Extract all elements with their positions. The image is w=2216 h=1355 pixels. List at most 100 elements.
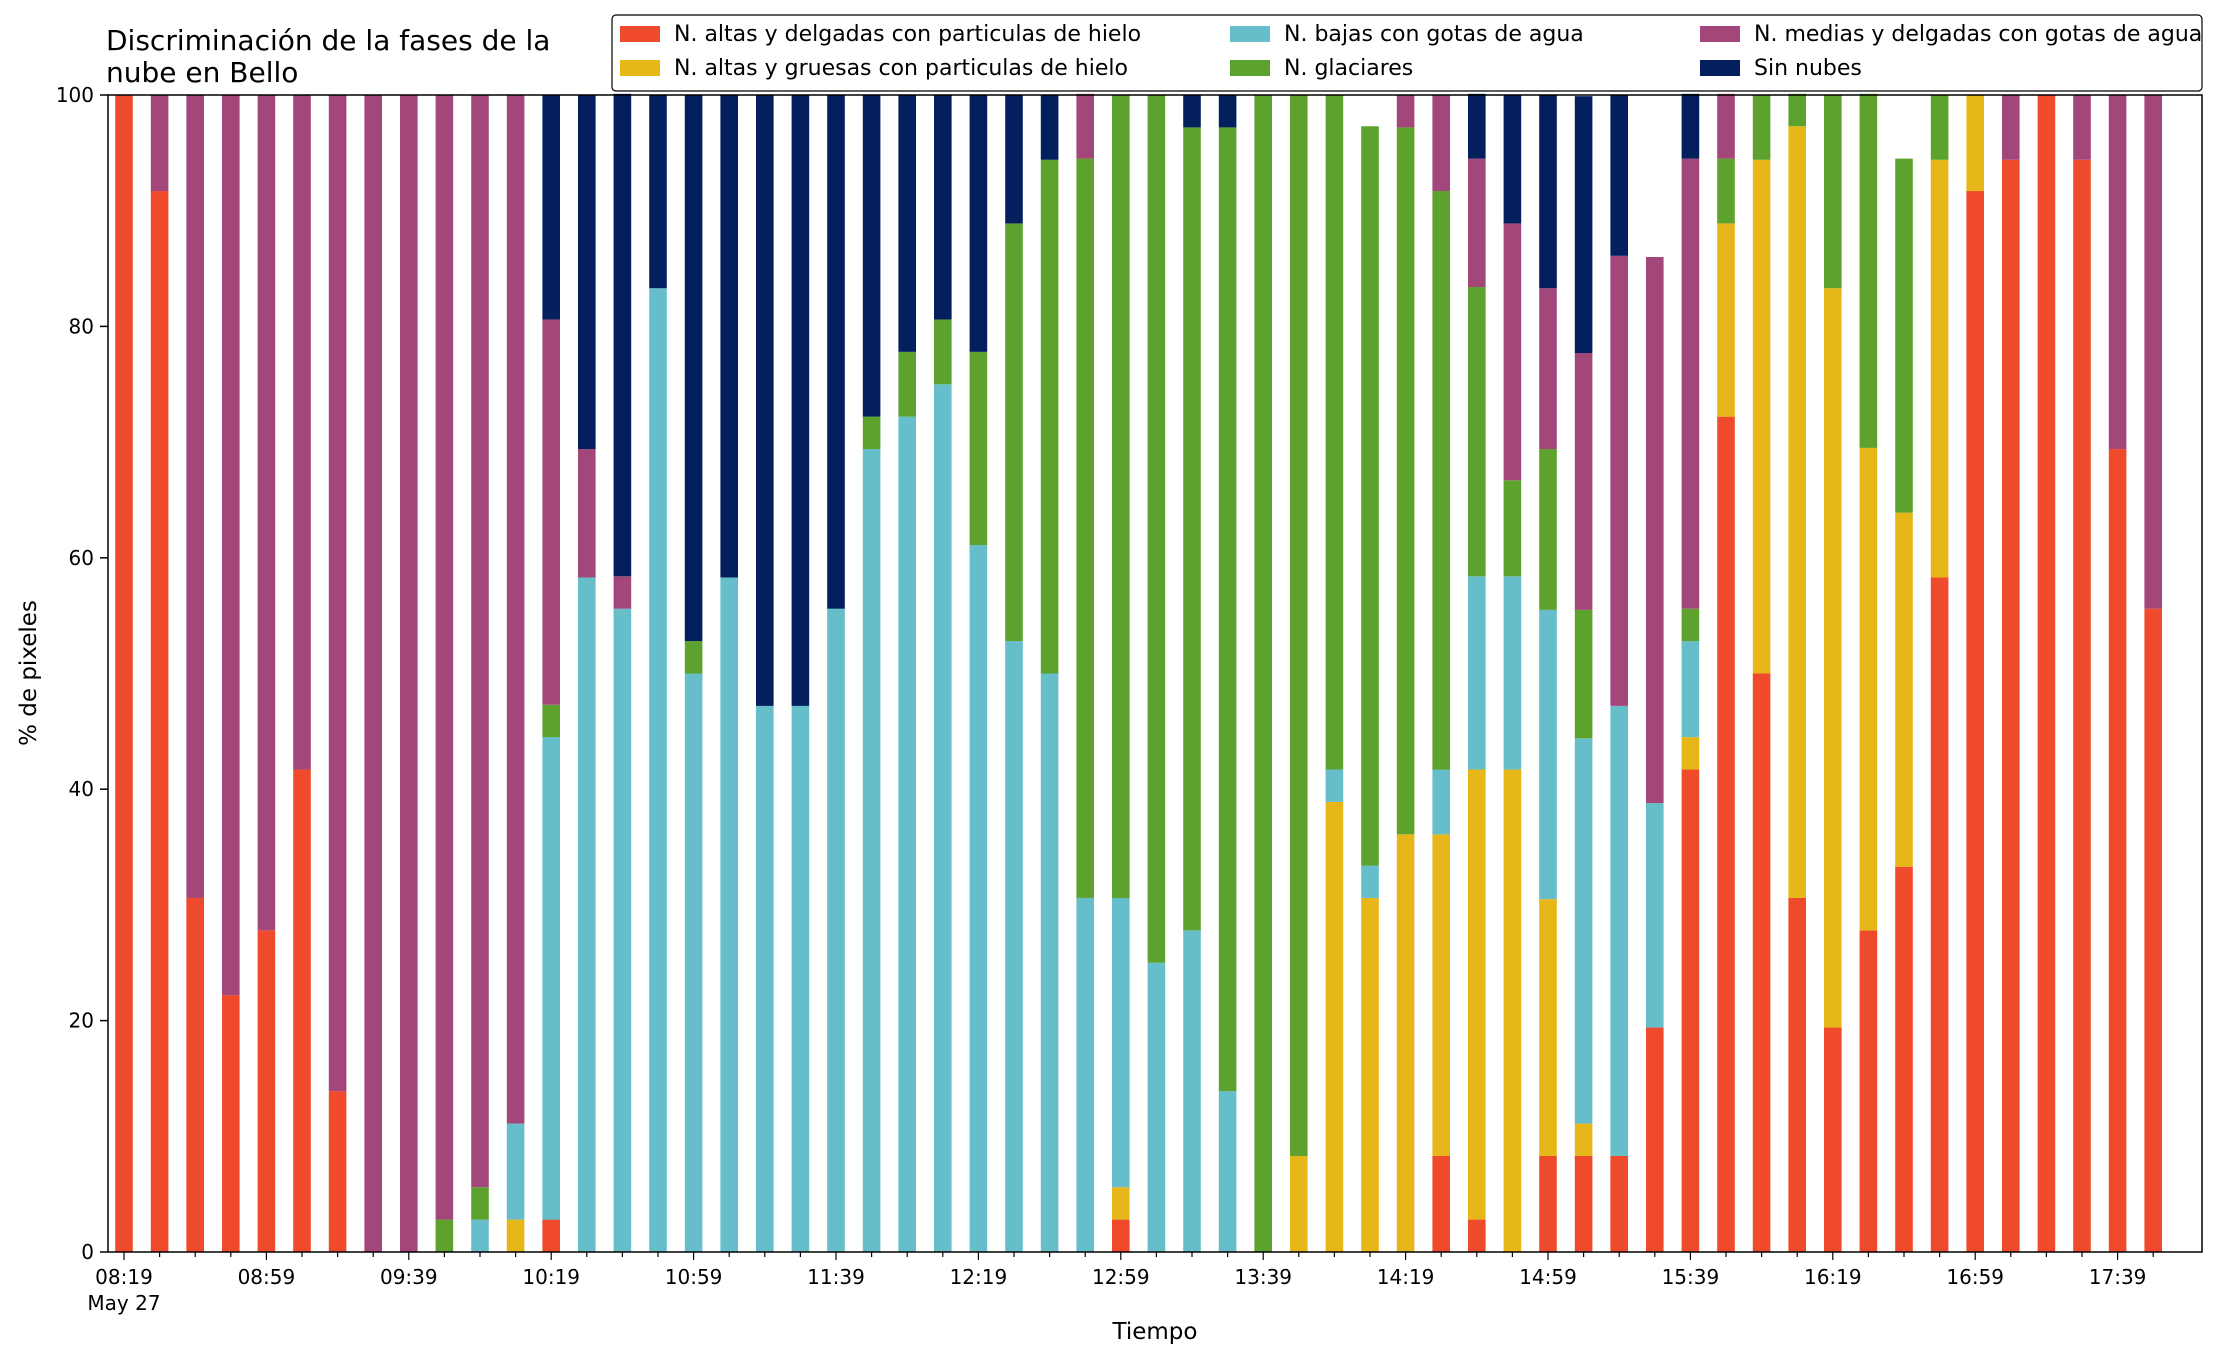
- x-tick-label-08:19: 08:19: [95, 1265, 153, 1289]
- bar-segment-10:49-s2: [649, 288, 667, 1253]
- bar-segment-13:09-s3: [1147, 95, 1166, 963]
- bar-segment-14:49-s2: [1503, 576, 1522, 770]
- bar-segment-10:29-s4: [578, 449, 596, 578]
- x-tick-label-14:59: 14:59: [1519, 1265, 1577, 1289]
- bar-segment-14:39-s2: [1468, 576, 1486, 770]
- bar-segment-10:19-s3: [542, 704, 560, 738]
- bar-segment-12:19-s3: [969, 351, 988, 546]
- bar-segment-15:09-s1: [1574, 1123, 1593, 1156]
- bar-segment-14:09-s1: [1361, 897, 1379, 1252]
- bar-segment-15:09-s2: [1574, 738, 1593, 1124]
- bar-segment-15:09-s3: [1574, 609, 1593, 739]
- bar-segment-14:29-s3: [1432, 191, 1450, 770]
- bar-segment-09:59-s2: [471, 1219, 489, 1252]
- bar-segment-12:49-s4: [1076, 93, 1094, 159]
- x-tick-label-16:59: 16:59: [1946, 1265, 2004, 1289]
- bar-segment-09:49-s4: [435, 95, 454, 1220]
- bar-segment-16:29-s0: [1859, 930, 1878, 1252]
- x-tick-sublabel: May 27: [87, 1291, 160, 1315]
- bar-segment-12:39-s2: [1040, 673, 1059, 1252]
- bar-segment-11:09-s5: [720, 95, 738, 578]
- y-tick-label-60: 60: [69, 546, 94, 570]
- bar-segment-10:09-s4: [506, 95, 525, 1124]
- bar-segment-13:09-s2: [1147, 962, 1166, 1252]
- bar-segment-08:19-s0: [115, 95, 133, 1252]
- bar-segment-11:19-s2: [756, 705, 774, 1252]
- y-tick-label-100: 100: [56, 83, 94, 107]
- bar-segment-12:59-s1: [1112, 1187, 1130, 1220]
- bar-segment-15:39-s2: [1681, 641, 1700, 738]
- x-tick-label-09:39: 09:39: [380, 1265, 438, 1289]
- bar-segment-12:59-s2: [1112, 897, 1130, 1188]
- bar-segment-14:09-s3: [1361, 126, 1379, 866]
- bar-segment-14:49-s5: [1503, 95, 1522, 224]
- bar-segment-09:19-s0: [328, 1091, 347, 1252]
- bar-segment-16:09-s0: [1788, 897, 1806, 1252]
- bar-segment-14:39-s3: [1468, 287, 1486, 577]
- bar-segment-13:59-s2: [1325, 769, 1344, 802]
- y-tick-label-20: 20: [69, 1009, 94, 1033]
- bar-segment-11:49-s3: [862, 416, 881, 450]
- bar-segment-14:29-s0: [1432, 1155, 1450, 1252]
- bar-segment-17:19-s0: [2037, 95, 2056, 1252]
- x-axis: 08:19 08:59 09:39 10:19 10:59 11:39 12:19 12:59…: [87, 1252, 2154, 1315]
- bar-segment-10:49-s5: [649, 95, 667, 289]
- x-tick-label-12:19: 12:19: [950, 1265, 1008, 1289]
- bar-segment-16:49-s3: [1930, 95, 1949, 160]
- bar-segment-17:39-s4: [2108, 95, 2127, 450]
- bar-segment-15:19-s2: [1610, 705, 1628, 1156]
- bar-segment-09:29-s4: [364, 95, 382, 1252]
- bar-segment-13:39-s3: [1254, 95, 1272, 1252]
- bar-segment-15:59-s0: [1752, 673, 1771, 1252]
- bar-segment-10:59-s2: [684, 673, 703, 1252]
- bar-segment-14:59-s4: [1539, 288, 1557, 450]
- bar-segment-11:49-s2: [862, 449, 881, 1252]
- bar-segment-15:49-s3: [1717, 158, 1735, 224]
- bar-segment-10:39-s4: [613, 576, 632, 609]
- legend-label-0: N. altas y delgadas con particulas de hi…: [674, 22, 1141, 47]
- bar-segment-15:19-s0: [1610, 1155, 1628, 1252]
- bar-segment-15:49-s4: [1717, 93, 1735, 159]
- bar-segment-15:29-s0: [1646, 1027, 1664, 1252]
- bar-segment-15:29-s2: [1646, 803, 1664, 1028]
- bar-segment-11:29-s2: [791, 705, 810, 1252]
- bar-segment-13:29-s2: [1218, 1091, 1237, 1252]
- bar-segment-12:19-s5: [969, 95, 988, 352]
- bar-segment-09:39-s4: [400, 95, 418, 1252]
- bar-segment-14:29-s4: [1432, 95, 1450, 192]
- bar-segment-10:09-s1: [506, 1219, 525, 1252]
- bar-segment-14:09-s2: [1361, 865, 1379, 898]
- bar-segment-11:59-s2: [898, 416, 916, 1252]
- bar-segment-10:29-s5: [578, 95, 596, 450]
- bar-segment-15:39-s3: [1681, 608, 1700, 642]
- y-tick-label-0: 0: [81, 1240, 94, 1264]
- bar-segment-16:39-s0: [1895, 866, 1913, 1252]
- bar-segment-15:49-s1: [1717, 223, 1735, 417]
- x-tick-label-10:59: 10:59: [665, 1265, 723, 1289]
- bar-segment-17:29-s0: [2073, 159, 2091, 1252]
- bar-segment-15:39-s1: [1681, 737, 1700, 770]
- bar-segment-13:29-s3: [1218, 127, 1237, 1092]
- bar-segment-15:09-s5: [1574, 96, 1593, 354]
- bar-segment-15:59-s1: [1752, 159, 1771, 674]
- y-axis: 0 20 40 60 80 100: [56, 83, 108, 1264]
- bar-segment-16:09-s1: [1788, 126, 1806, 898]
- bar-segment-16:19-s3: [1824, 95, 1842, 289]
- bar-segment-16:19-s1: [1824, 288, 1842, 1028]
- bar-segment-14:39-s5: [1468, 93, 1486, 159]
- legend-box: [611, 14, 2203, 92]
- x-axis-label: Tiempo: [1112, 1319, 1198, 1345]
- y-tick-label-40: 40: [69, 777, 94, 801]
- bar-segment-15:39-s4: [1681, 158, 1700, 609]
- bar-segment-11:19-s5: [756, 95, 774, 706]
- legend-swatch-2: [1230, 26, 1270, 42]
- bar-segment-14:59-s1: [1539, 899, 1557, 1156]
- bar-segment-08:59-s4: [257, 95, 276, 931]
- bar-segment-16:29-s1: [1859, 447, 1878, 931]
- legend-label-3: N. glaciares: [1284, 56, 1413, 81]
- bar-segment-09:59-s4: [471, 95, 489, 1188]
- x-tick-label-17:39: 17:39: [2089, 1265, 2147, 1289]
- bar-segment-10:19-s2: [542, 737, 560, 1220]
- legend-label-4: N. medias y delgadas con gotas de agua: [1754, 22, 2202, 47]
- bar-segment-16:59-s0: [1966, 191, 1984, 1252]
